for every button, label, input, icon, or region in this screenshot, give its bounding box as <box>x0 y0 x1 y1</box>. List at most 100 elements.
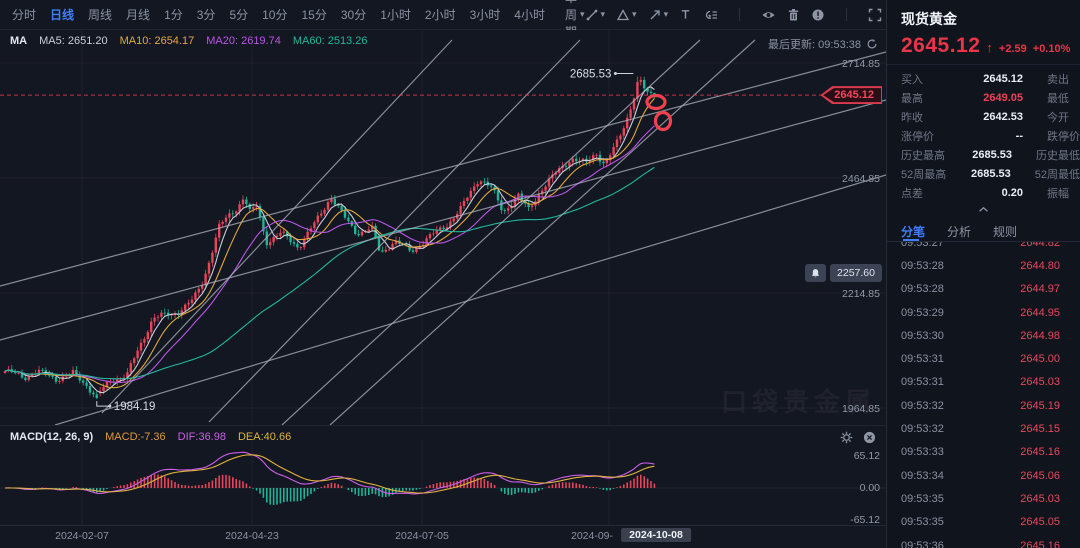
macd-close-button[interactable] <box>863 431 876 444</box>
chevron-down-icon: ▾ <box>579 9 585 19</box>
tick-row: 09:53:29 2644.95 <box>901 301 1060 324</box>
timeframe-30分[interactable]: 30分 <box>340 8 367 22</box>
ma-value-3: MA60: 2513.26 <box>292 35 368 47</box>
price-alert-marker: 2257.60 <box>805 264 882 283</box>
ma-indicator-legend: MA MA5: 2651.20 MA10: 2654.17 MA20: 2619.7… <box>10 35 367 47</box>
tick-row: 09:53:31 2645.00 <box>901 347 1060 370</box>
quote-stats: 买入 2645.12 卖出 最高 2649.05 最低 昨收 2642.53 今开 涨停价 -- 跌停… <box>887 64 1080 202</box>
timeframe-10分[interactable]: 10分 <box>262 8 288 22</box>
quote-stat-row: 52周最高 2685.53 52周最低 <box>901 164 1080 183</box>
tick-row: 09:53:34 2645.06 <box>901 464 1060 487</box>
tick-time: 09:53:36 <box>901 539 944 548</box>
stat-label: 跌停价 <box>1047 130 1080 143</box>
quote-stat-row: 昨收 2642.53 今开 <box>901 107 1080 126</box>
timeframe-3小时[interactable]: 3小时 <box>469 8 501 22</box>
macd-label: MACD(12, 26, 9) <box>10 431 94 443</box>
macd-indicator-legend: MACD(12, 26, 9) MACD:-7.36 DIF:36.98 DEA:4… <box>10 431 291 443</box>
visibility-button[interactable] <box>761 8 776 22</box>
info-button[interactable] <box>811 8 825 22</box>
macd-value-2: DEA:40.66 <box>237 431 292 443</box>
tick-time: 09:53:31 <box>901 376 944 389</box>
price-axis-label: 2464.85 <box>842 173 880 185</box>
quote-stat-row: 最高 2649.05 最低 <box>901 88 1080 107</box>
collapse-stats-button[interactable] <box>887 202 1080 217</box>
chevron-up-icon <box>979 206 988 212</box>
macd-panel: MACD(12, 26, 9) MACD:-7.36 DIF:36.98 DEA:4… <box>0 425 886 526</box>
macd-chart[interactable] <box>0 426 886 526</box>
tick-price: 2645.16 <box>1020 446 1060 459</box>
timeframe-15分[interactable]: 15分 <box>301 8 327 22</box>
close-circle-icon <box>863 431 876 444</box>
timeframe-2小时[interactable]: 2小时 <box>424 8 456 22</box>
macd-settings-button[interactable] <box>840 431 853 444</box>
price-change: +2.59 <box>998 43 1027 55</box>
info-circle-icon <box>812 9 824 20</box>
triangle-icon <box>616 8 630 20</box>
timeframe-分时[interactable]: 分时 <box>12 8 37 22</box>
tick-price: 2644.95 <box>1020 306 1060 319</box>
drawing-tools: ▾ ▾ ▾ <box>585 8 883 22</box>
macd-axis-label: 65.12 <box>853 450 880 462</box>
gann-tool-button[interactable] <box>703 8 718 22</box>
fullscreen-icon <box>868 8 882 21</box>
text-tool-button[interactable] <box>679 8 692 21</box>
tick-price: 2644.97 <box>1020 283 1060 296</box>
last-price: 2645.12 <box>901 34 981 57</box>
selected-date-label: 2024-10-08 <box>621 528 691 542</box>
trendline-tool-button[interactable]: ▾ <box>585 8 605 22</box>
tab-分笔[interactable]: 分笔 <box>901 225 926 241</box>
stat-value: 2649.05 <box>983 91 1023 104</box>
stat-value: 0.20 <box>1001 186 1023 199</box>
tick-time: 09:53:28 <box>901 259 944 272</box>
date-label: 2024-04-23 <box>225 530 279 542</box>
last-update: 最后更新: 09:53:38 <box>768 36 878 52</box>
price-up-arrow-icon: ↑ <box>986 40 993 55</box>
tick-time: 09:53:29 <box>901 306 944 319</box>
timeframe-group: 分时 日线 周线 月线 1分 3分 5分 10分 15分 30分 1小时 2小时 3小时 4小时 <box>12 6 545 23</box>
price-axis-label: 2214.85 <box>842 288 880 300</box>
timeframe-1分[interactable]: 1分 <box>164 8 183 22</box>
shape-tool-button[interactable]: ▾ <box>616 8 637 22</box>
delete-drawings-button[interactable] <box>787 8 800 22</box>
stat-value: 2645.12 <box>983 72 1023 85</box>
tick-time: 09:53:28 <box>901 283 944 296</box>
instrument-title: 现货黄金 <box>901 11 957 27</box>
price-row: 2645.12 ↑ +2.59 +0.10% <box>887 29 1080 62</box>
tick-time: 09:53:30 <box>901 329 944 342</box>
stat-label: 最高 <box>901 92 923 105</box>
tab-规则[interactable]: 规则 <box>993 225 1018 239</box>
quote-stat-row: 买入 2645.12 卖出 <box>901 69 1080 88</box>
ma-value-1: MA10: 2654.17 <box>119 35 195 47</box>
current-price-tag: 2645.12 <box>820 86 882 105</box>
stat-label: 今开 <box>1047 111 1069 124</box>
timeframe-月线[interactable]: 月线 <box>126 8 151 22</box>
arrow-tool-button[interactable]: ▾ <box>648 8 669 22</box>
tick-time: 09:53:32 <box>901 399 944 412</box>
chevron-down-icon: ▾ <box>663 9 669 19</box>
quote-panel: 现货黄金 2645.12 ↑ +2.59 +0.10% 买入 2645.12 卖出最… <box>886 0 1080 548</box>
main-chart-area: 口袋贵金属 2685.53 1984.19 MA MA5: 2651.20 MA10… <box>0 30 886 425</box>
candlestick-chart[interactable]: 2685.53 1984.19 <box>0 30 886 425</box>
timeframe-4小时[interactable]: 4小时 <box>514 8 545 22</box>
timeframe-1小时[interactable]: 1小时 <box>380 8 411 22</box>
tick-time: 09:53:33 <box>901 446 944 459</box>
current-price-value: 2645.12 <box>821 87 881 103</box>
macd-axis-label: 0.00 <box>859 482 880 494</box>
stat-label: 最低 <box>1047 92 1069 105</box>
quote-stat-row: 点差 0.20 振幅 <box>901 183 1080 202</box>
tab-分析[interactable]: 分析 <box>947 225 972 239</box>
alert-bell-button[interactable] <box>805 264 827 283</box>
timeframe-5分[interactable]: 5分 <box>229 8 249 22</box>
toolbar-divider <box>739 8 741 21</box>
refresh-icon[interactable] <box>866 38 878 50</box>
stat-value: 2685.53 <box>972 148 1012 161</box>
timeframe-周线[interactable]: 周线 <box>88 8 113 22</box>
timeframe-3分[interactable]: 3分 <box>196 8 216 22</box>
fullscreen-button[interactable] <box>868 8 882 22</box>
text-icon <box>681 10 690 19</box>
tick-row: 09:53:28 2644.80 <box>901 254 1060 277</box>
timeframe-日线[interactable]: 日线 <box>50 8 75 22</box>
